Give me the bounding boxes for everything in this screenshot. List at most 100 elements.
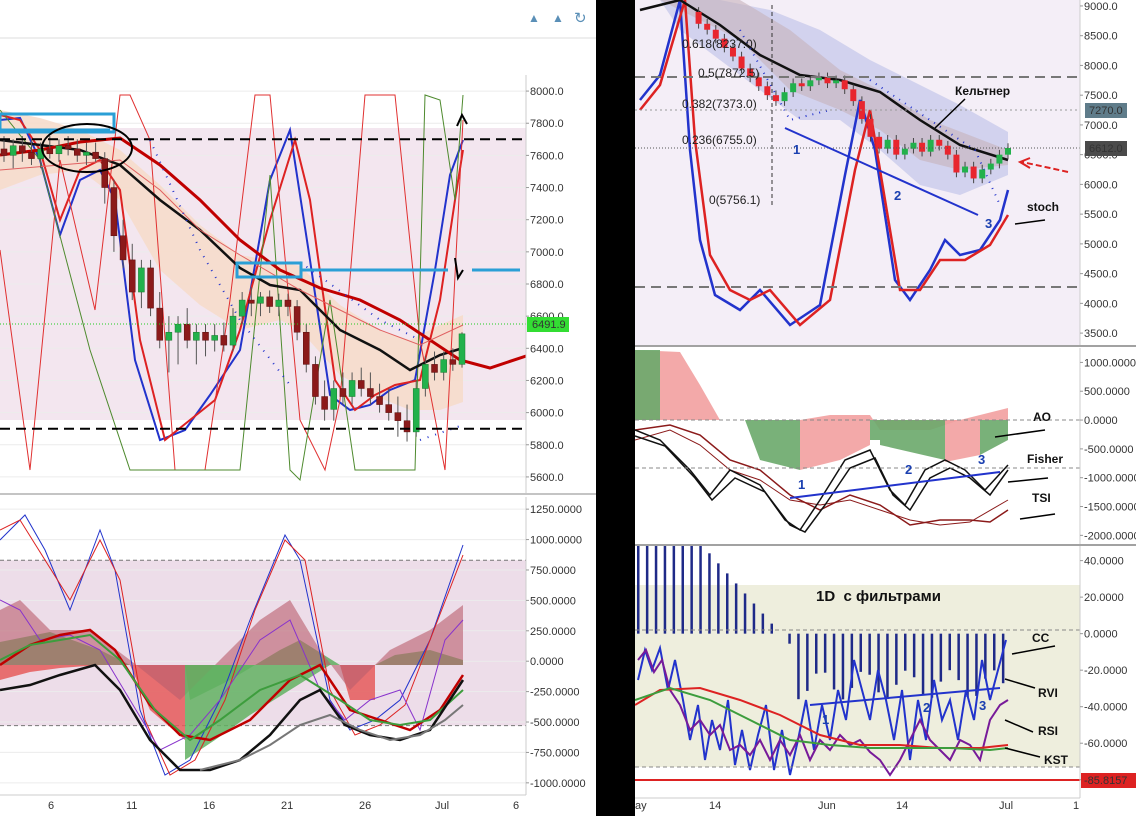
candle-body (275, 299, 283, 307)
histogram-bar (948, 633, 951, 671)
osc-red (0, 519, 464, 776)
candle-body (284, 299, 292, 307)
pointer-line (934, 98, 966, 129)
pointer-line (1019, 513, 1056, 520)
candle-body (165, 331, 173, 341)
candle-body (257, 296, 264, 304)
histogram-bar (708, 553, 711, 634)
y-tick-label: 500.0000 (530, 595, 576, 607)
candle-body (183, 323, 191, 341)
histogram-bar (645, 546, 649, 634)
candle-body (850, 89, 857, 102)
y-tick-label: -20.0000 (1084, 665, 1127, 677)
y-axis: 1250.0000 1000.0000 750.0000 500.0000 250.00… (526, 504, 586, 790)
histogram-bar (868, 633, 871, 675)
histogram-bar (895, 633, 898, 685)
x-tick-label: Jul (435, 800, 449, 812)
y-tick-label: 0.0000 (1084, 629, 1118, 641)
histogram-bar (859, 633, 862, 672)
y-tick-label: 7600.0 (530, 150, 564, 162)
candle-body (0, 148, 8, 156)
histogram-bar (930, 633, 934, 698)
arrow-up-icon[interactable]: ▲ (552, 11, 564, 25)
histogram-bar (761, 613, 765, 634)
candle-body (910, 142, 917, 149)
stoch-blue-line (639, 0, 1010, 327)
panel-divider (596, 0, 635, 816)
candle-body (772, 95, 779, 102)
y-tick-label: 8500.0 (1084, 31, 1118, 43)
right-price-panel: 0.618(8237.0) 0.5(7872.5) 0.382(7373.0) … (635, 0, 1127, 345)
price-tag-label: -85.8157 (1084, 775, 1127, 787)
trend-line (784, 127, 979, 216)
y-tick-label: 4500.0 (1084, 269, 1118, 281)
candle-body (919, 142, 926, 152)
price-tag (1085, 103, 1127, 118)
keltner-label: Кельтнер (955, 84, 1010, 98)
histogram-bar (726, 573, 729, 634)
histogram-bar (734, 583, 738, 634)
y-tick-label: 1000.0000 (1084, 357, 1136, 369)
candle-body (996, 154, 1003, 164)
histogram-bar (841, 633, 845, 700)
histogram-bar (993, 633, 996, 671)
x-tick-label: 14 (709, 800, 721, 812)
candle-body (211, 335, 218, 341)
y-tick-label: 7200.0 (530, 215, 564, 227)
candle-body (876, 136, 883, 149)
candle-body (987, 163, 994, 170)
rsi-label: RSI (1038, 724, 1058, 738)
y-tick-label: 8000.0 (530, 86, 564, 98)
candle-body (330, 388, 338, 410)
candle-body (110, 187, 118, 237)
histogram-bar (815, 633, 818, 674)
x-tick-label: 21 (281, 800, 293, 812)
x-tick-label: 6 (513, 800, 519, 812)
candle-body (412, 388, 420, 433)
candle-body (403, 420, 411, 433)
candle-body (367, 388, 374, 397)
candle-body (738, 56, 745, 69)
arrow-up-icon[interactable]: ▲ (528, 11, 540, 25)
y-tick-label: 40.0000 (1084, 556, 1124, 568)
wave-label: 3 (978, 452, 985, 467)
candle-body (193, 331, 200, 341)
histogram-bar (743, 593, 747, 634)
x-tick-label: Jun (818, 800, 836, 812)
left-toolbar: ▲ ▲ ↻ (0, 0, 596, 39)
candle-body (449, 359, 457, 365)
osc-green (0, 633, 464, 742)
rsi-purple (637, 647, 1009, 777)
candle-body (712, 29, 719, 39)
candle-body (229, 315, 237, 346)
histogram-bar (690, 546, 693, 634)
ao-red-below (800, 420, 980, 470)
y-tick-label: 5800.0 (530, 440, 564, 452)
osc-grey (199, 704, 464, 771)
candle-body (807, 80, 814, 87)
candle-body (238, 299, 246, 317)
x-tick-label: 26 (359, 800, 371, 812)
ma-red-thick (0, 136, 526, 370)
ao-red-area (635, 350, 1008, 430)
candle-body (884, 139, 891, 149)
rvi-blue (637, 639, 1007, 776)
y-tick-label: -250.0000 (530, 687, 580, 699)
candle-body (422, 364, 429, 389)
rvi-label: RVI (1038, 686, 1058, 700)
y-tick-label: -60.0000 (1084, 738, 1127, 750)
refresh-icon[interactable]: ↻ (574, 10, 587, 27)
trend-line (809, 687, 1001, 706)
candle-body (431, 364, 438, 373)
candle-body (147, 267, 154, 309)
histogram-bar (877, 633, 880, 693)
fib-label: 0.5(7872.5) (698, 66, 759, 80)
candle-body (348, 380, 356, 397)
candle-body (303, 331, 310, 365)
candle-body (704, 23, 711, 30)
fib-label: 0(5756.1) (709, 193, 760, 207)
stoch-red-line (639, 0, 1010, 327)
ao-green-area (635, 350, 1008, 470)
pointer-line (1011, 645, 1056, 655)
